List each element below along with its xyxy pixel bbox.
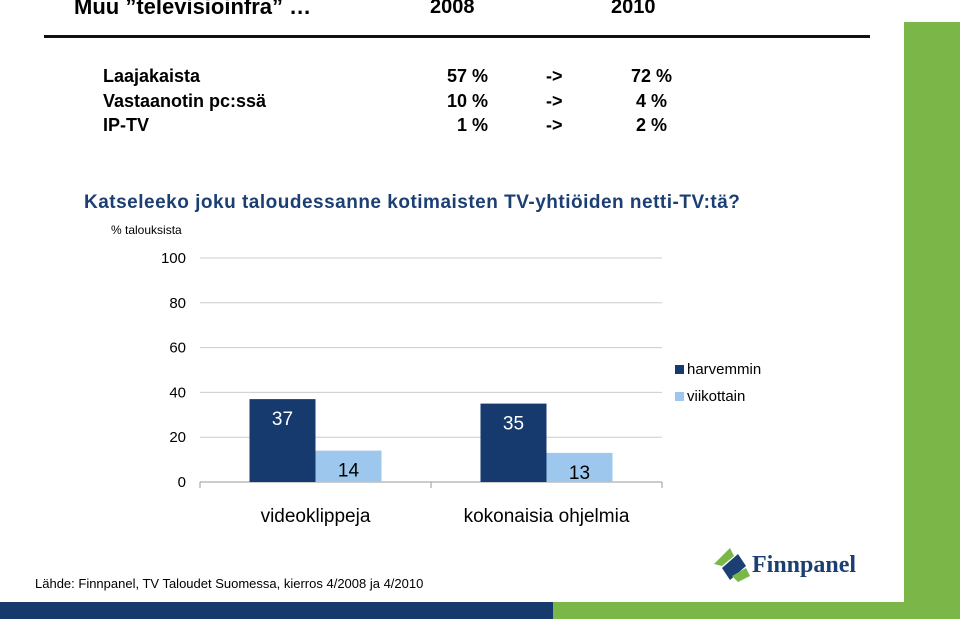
legend-label: viikottain: [687, 388, 745, 405]
stat-arrow: ->: [546, 91, 563, 111]
data-label: 13: [569, 463, 590, 484]
unit-label: % talouksista: [111, 223, 182, 237]
bottom-bar-green: [553, 602, 960, 619]
y-tick-label: 100: [161, 250, 186, 267]
stat-label: Laajakaista: [103, 66, 201, 86]
green-side-bar: [904, 22, 960, 608]
year-2010: 2010: [611, 0, 656, 18]
y-tick-label: 80: [169, 295, 186, 312]
year-2008: 2008: [430, 0, 475, 18]
stat-arrow: ->: [546, 66, 563, 86]
chart-question: Katseleeko joku taloudessanne kotimaiste…: [84, 192, 741, 213]
logo-text: Finnpanel: [752, 552, 857, 578]
stat-value-2010: 72 %: [630, 66, 672, 86]
stat-value-2010: 4 %: [635, 91, 667, 111]
stat-value-2010: 2 %: [635, 115, 667, 135]
stat-value-2008: 10 %: [446, 91, 488, 111]
bar-viikottain: [315, 450, 382, 482]
bar-viikottain: [546, 452, 613, 482]
page-title: Muu ”televisioinfra” …: [74, 0, 312, 19]
y-tick-label: 0: [178, 474, 186, 491]
finnpanel-logo: Finnpanel: [712, 546, 872, 586]
y-tick-label: 20: [169, 429, 186, 446]
data-label: 35: [503, 414, 524, 435]
stat-arrow: ->: [546, 115, 563, 135]
legend-swatch-harvemmin: [675, 365, 684, 374]
stat-value-2008: 1 %: [456, 115, 488, 135]
stat-value-2008: 57 %: [446, 66, 488, 86]
data-label: 14: [338, 461, 360, 482]
legend-swatch-viikottain: [675, 392, 684, 401]
legend-label: harvemmin: [687, 361, 761, 378]
category-label: videoklippeja: [261, 506, 371, 527]
finnpanel-logo-icon: [714, 548, 750, 582]
bar-chart: 0 20 40 60 80 100 37 14 videoklippeja 35 13 kokonai…: [161, 250, 761, 527]
stat-label: Vastaanotin pc:ssä: [103, 91, 267, 111]
y-tick-label: 40: [169, 384, 186, 401]
data-label: 37: [272, 409, 293, 430]
stat-label: IP-TV: [103, 115, 150, 135]
header-rule: [44, 35, 870, 38]
y-tick-label: 60: [169, 340, 186, 357]
bottom-bar-navy: [0, 602, 553, 619]
category-label: kokonaisia ohjelmia: [464, 506, 630, 527]
bar-harvemmin: [249, 399, 316, 482]
source-note: Lähde: Finnpanel, TV Taloudet Suomessa, …: [35, 576, 424, 591]
bar-harvemmin: [480, 403, 547, 482]
